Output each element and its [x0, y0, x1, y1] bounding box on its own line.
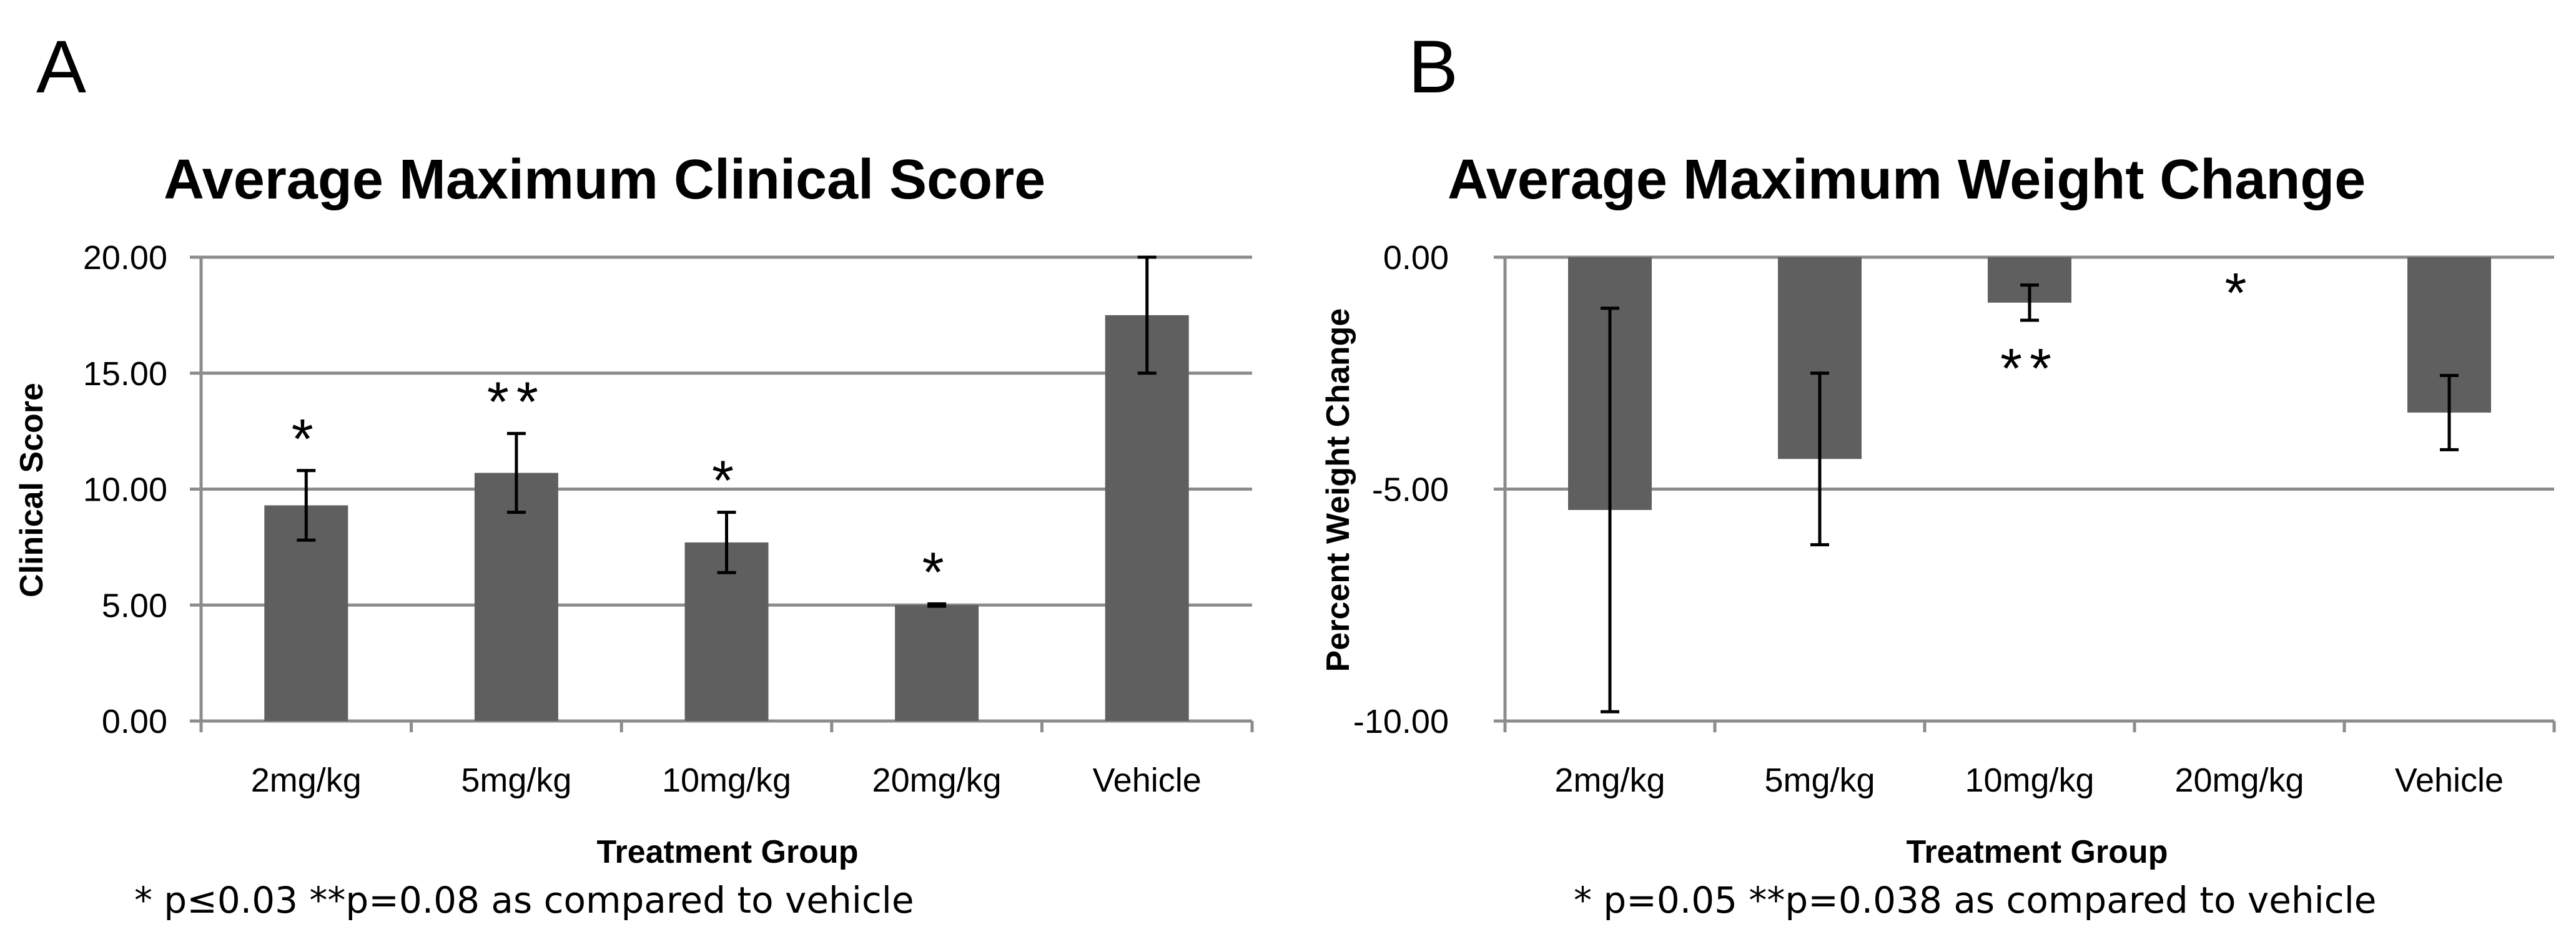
chart-b-y-ticks: -10.00 -5.00 0.00 — [1353, 239, 1505, 740]
chart-a-y-ticks: 0.00 5.00 10.00 15.00 20.00 — [83, 239, 201, 740]
chart-a-annotations: ***** — [292, 371, 952, 604]
panel-letter-b: B — [1408, 25, 1458, 109]
chart-a-errorbars — [297, 255, 1157, 608]
chart-b-footnote: * p=0.05 **p=0.038 as compared to vehicl… — [1574, 879, 2377, 921]
chart-a-bars — [264, 315, 1189, 721]
chart-a-footnote: * p≤0.03 **p=0.08 as compared to vehicle — [134, 879, 914, 921]
chart-b-y-axis-label: Percent Weight Change — [1320, 308, 1356, 672]
chart-a-significance-2: ** — [487, 371, 546, 433]
chart-a-y-tick-label: 10.00 — [83, 471, 167, 509]
chart-b-x-ticks: 2mg/kg 5mg/kg 10mg/kg 20mg/kg Vehicle — [1503, 721, 2556, 799]
panel-letter-a: A — [36, 25, 86, 109]
chart-a-significance-4: * — [922, 541, 952, 604]
chart-b-errorbars — [1601, 283, 2459, 714]
chart-a-x-tick-label: 10mg/kg — [662, 762, 791, 799]
chart-b-significance-4: * — [2224, 262, 2254, 325]
chart-b-y-tick-label: -5.00 — [1372, 471, 1449, 509]
chart-a-y-tick-label: 20.00 — [83, 239, 167, 277]
chart-a-significance-1: * — [292, 408, 321, 471]
chart-b-x-tick-label: 20mg/kg — [2174, 762, 2304, 799]
chart-b: B Average Maximum Weight Change *** -10.… — [1320, 25, 2556, 921]
chart-a-x-axis-label: Treatment Group — [597, 834, 859, 870]
chart-b-y-tick-label: 0.00 — [1383, 239, 1449, 277]
chart-a-bar-5 — [1105, 315, 1189, 721]
chart-b-bars — [1568, 257, 2491, 510]
chart-b-x-tick-label: 2mg/kg — [1554, 762, 1665, 799]
chart-a-bar-4 — [895, 605, 979, 721]
chart-b-x-tick-label: 5mg/kg — [1764, 762, 1875, 799]
chart-b-x-axis-label: Treatment Group — [1907, 834, 2168, 870]
chart-a-bar-2 — [474, 473, 558, 721]
chart-a: A Average Maximum Clinical Score ***** 0… — [14, 25, 1254, 921]
chart-a-x-tick-label: 2mg/kg — [251, 762, 362, 799]
chart-b-grid — [1503, 255, 2554, 723]
chart-b-title: Average Maximum Weight Change — [1448, 149, 2366, 211]
chart-b-y-tick-label: -10.00 — [1353, 703, 1449, 740]
chart-a-x-tick-label: Vehicle — [1093, 762, 1202, 799]
chart-a-title: Average Maximum Clinical Score — [164, 149, 1045, 211]
chart-a-y-axis-label: Clinical Score — [14, 383, 50, 597]
chart-a-significance-3: * — [712, 450, 741, 513]
chart-b-x-tick-label: Vehicle — [2395, 762, 2504, 799]
chart-a-y-tick-label: 15.00 — [83, 355, 167, 393]
chart-b-annotations: *** — [2000, 262, 2254, 400]
chart-a-y-tick-label: 5.00 — [102, 587, 167, 624]
chart-b-x-tick-label: 10mg/kg — [1965, 762, 2094, 799]
chart-a-x-ticks: 2mg/kg 5mg/kg 10mg/kg 20mg/kg Vehicle — [199, 721, 1254, 799]
chart-a-x-tick-label: 5mg/kg — [461, 762, 571, 799]
chart-a-y-tick-label: 0.00 — [102, 703, 167, 740]
chart-a-x-tick-label: 20mg/kg — [872, 762, 1002, 799]
chart-b-significance-3: ** — [2000, 338, 2059, 400]
